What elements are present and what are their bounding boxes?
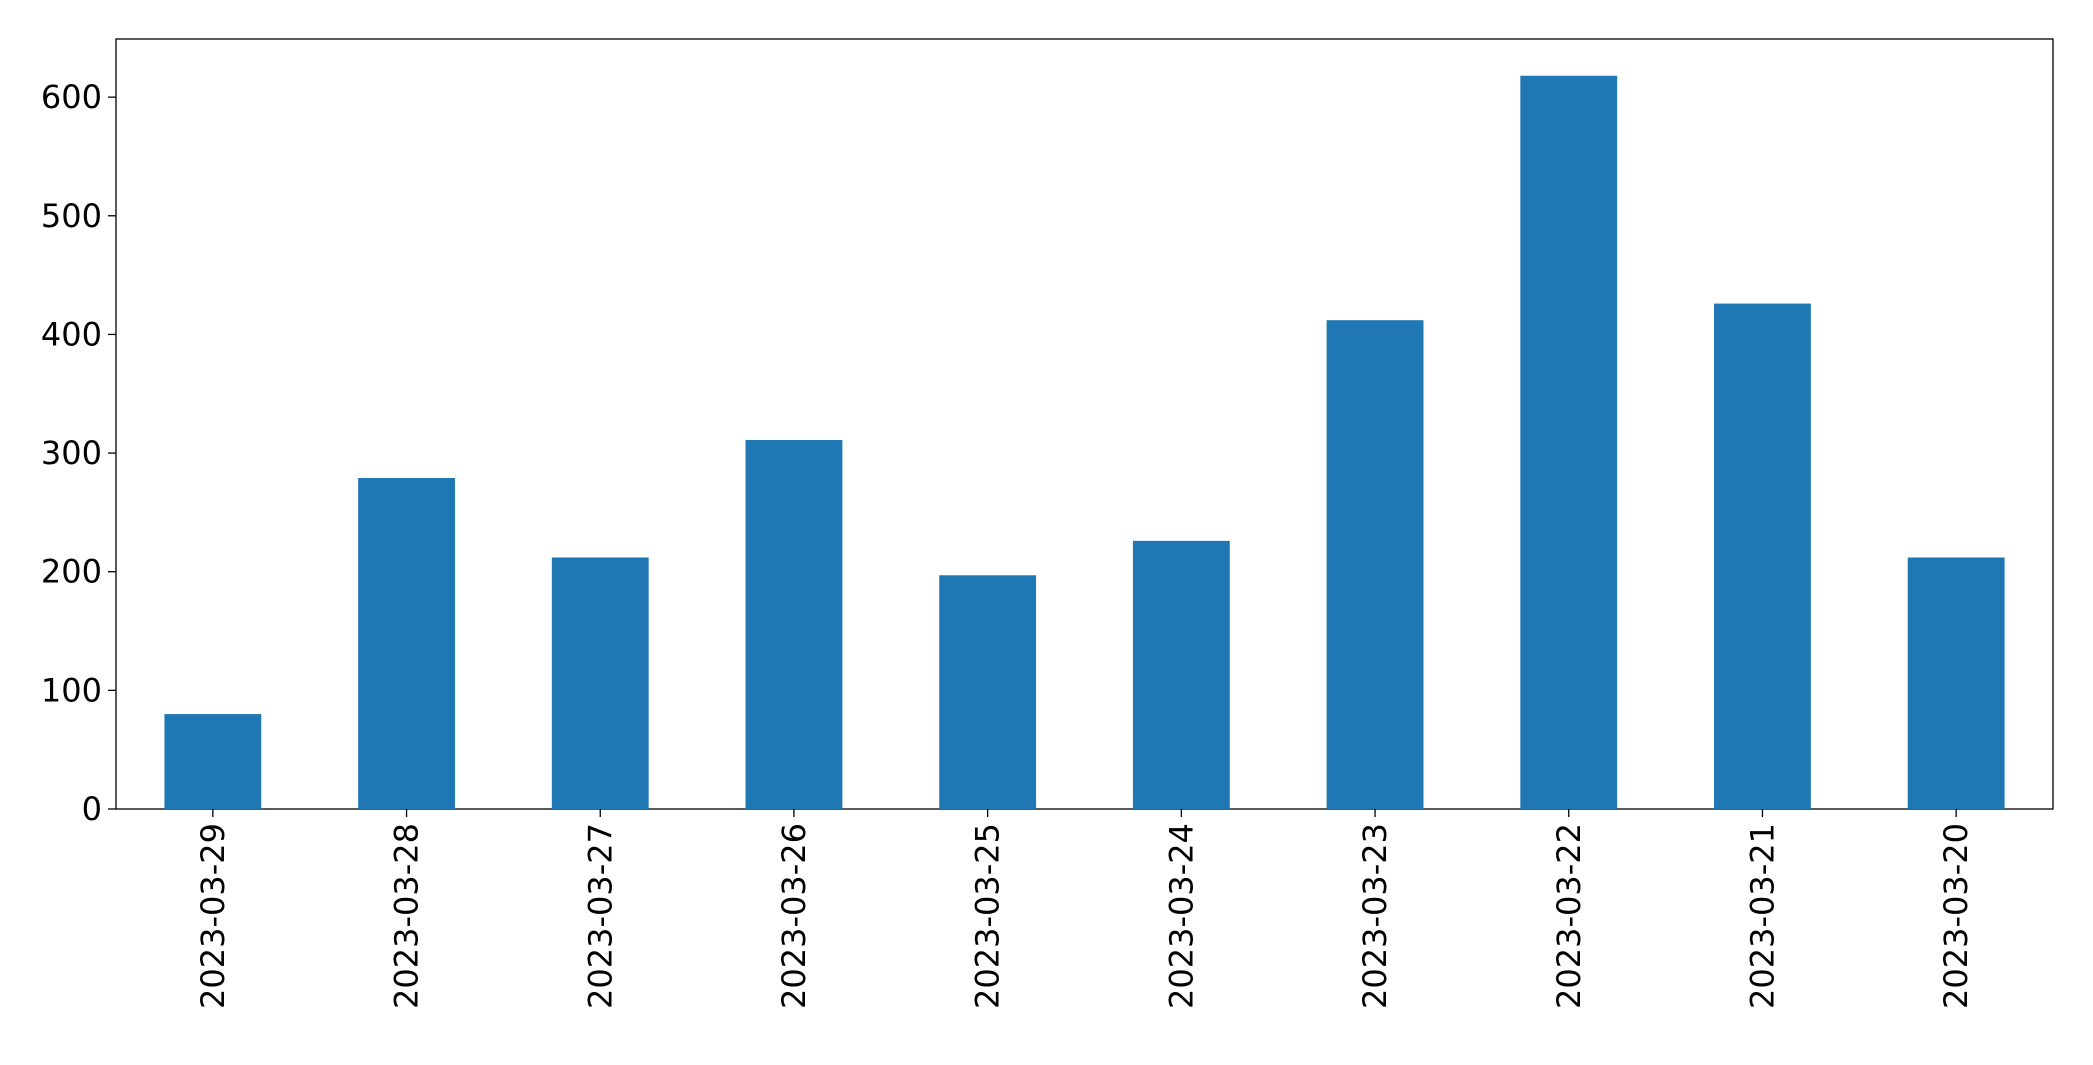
y-tick-label: 300 — [41, 434, 102, 472]
bar — [1326, 320, 1424, 809]
y-tick-label: 0 — [82, 790, 102, 828]
bar — [745, 440, 843, 809]
x-tick-label: 2023-03-22 — [1550, 823, 1588, 1009]
x-tick-label: 2023-03-28 — [388, 823, 426, 1009]
x-tick-label: 2023-03-26 — [775, 823, 813, 1009]
bar — [1714, 303, 1811, 809]
x-tick-label: 2023-03-29 — [194, 823, 232, 1009]
y-tick-label: 400 — [41, 315, 102, 353]
bar — [1132, 540, 1230, 809]
bar — [358, 477, 455, 809]
x-tick-label: 2023-03-21 — [1743, 823, 1781, 1009]
x-tick-label: 2023-03-24 — [1162, 823, 1200, 1009]
bar — [551, 557, 649, 809]
x-tick-label: 2023-03-25 — [969, 823, 1007, 1009]
bar — [1907, 557, 2005, 809]
x-tick-label: 2023-03-23 — [1356, 823, 1394, 1009]
bar — [1520, 75, 1618, 809]
x-tick-label: 2023-03-20 — [1937, 823, 1975, 1009]
plot-frame — [115, 38, 2054, 810]
y-tick-label: 600 — [41, 78, 102, 116]
y-tick-label: 100 — [41, 671, 102, 709]
x-tick-label: 2023-03-27 — [581, 823, 619, 1009]
y-tick-label: 500 — [41, 197, 102, 235]
bar — [939, 575, 1037, 809]
y-tick-label: 200 — [41, 553, 102, 591]
bar — [164, 714, 262, 809]
